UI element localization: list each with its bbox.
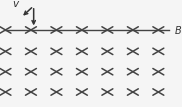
Text: $B$: $B$ [174,24,182,36]
Text: $v$: $v$ [12,0,21,9]
